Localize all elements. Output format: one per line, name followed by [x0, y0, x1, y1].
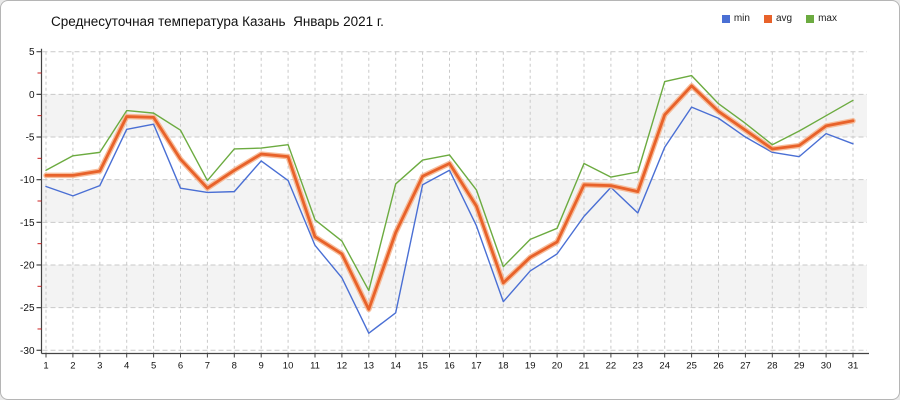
x-tick-label: 2 — [70, 361, 75, 372]
series-line-min — [45, 106, 854, 334]
gridlines — [42, 51, 867, 353]
x-tick-label: 22 — [606, 361, 617, 372]
x-tick-label: 29 — [794, 361, 805, 372]
series-path-max — [45, 74, 854, 292]
series-line-avg — [43, 83, 856, 313]
y-axis: 5 0 -5 -10 -15 -20 -25 -30 — [20, 47, 42, 357]
x-tick-label: 13 — [364, 361, 375, 372]
chart-title: Среднесуточная температура Казань Январь… — [51, 14, 384, 29]
x-tick-label: 8 — [232, 361, 237, 372]
x-tick-label: 24 — [659, 361, 670, 372]
y-tick-label: 0 — [29, 90, 35, 101]
x-tick-label: 3 — [97, 361, 102, 372]
x-tick-label: 16 — [444, 361, 455, 372]
x-tick-label: 20 — [552, 361, 563, 372]
x-tick-label: 1 — [43, 361, 48, 372]
y-tick-label: 5 — [29, 47, 35, 58]
legend-label-avg: avg — [775, 13, 793, 24]
x-tick-label: 19 — [525, 361, 536, 372]
legend-label-min: min — [733, 13, 750, 24]
y-tick-label: -10 — [20, 175, 35, 186]
avg-series-swatch — [763, 14, 772, 23]
legend-item-max: max — [806, 13, 837, 24]
x-tick-label: 7 — [205, 361, 210, 372]
y-tick-label: -25 — [20, 303, 35, 314]
y-tick-label: -15 — [20, 218, 35, 229]
legend-item-avg: avg — [763, 13, 793, 24]
x-tick-label: 14 — [390, 361, 401, 372]
x-tick-label: 9 — [259, 361, 264, 372]
x-tick-label: 4 — [124, 361, 129, 372]
x-tick-label: 10 — [283, 361, 294, 372]
x-tick-label: 12 — [337, 361, 348, 372]
series-path-avg — [44, 84, 855, 311]
x-tick-label: 25 — [686, 361, 697, 372]
x-tick-label: 5 — [151, 361, 156, 372]
x-tick-label: 23 — [633, 361, 644, 372]
x-tick-label: 27 — [740, 361, 751, 372]
y-tick-label: -5 — [26, 133, 35, 144]
x-tick-label: 15 — [417, 361, 428, 372]
x-tick-label: 28 — [767, 361, 778, 372]
series-path-min — [45, 106, 854, 334]
x-tick-label: 11 — [310, 361, 320, 372]
x-tick-label: 6 — [178, 361, 183, 372]
x-tick-label: 31 — [848, 361, 859, 372]
legend: min avg max — [721, 13, 837, 24]
x-tick-label: 18 — [498, 361, 509, 372]
series-line-max — [45, 74, 854, 292]
y-tick-label: -30 — [20, 346, 35, 357]
legend-item-min: min — [721, 13, 750, 24]
x-axis: 1 2 3 4 5 6 7 8 9 10 11 12 13 14 15 16 17 18 19 20 21 22 23 24 2… — [43, 353, 859, 372]
x-tick-label: 30 — [821, 361, 832, 372]
x-tick-label: 21 — [579, 361, 590, 372]
max-series-swatch — [806, 14, 815, 23]
y-tick-label: -20 — [20, 260, 35, 271]
legend-label-max: max — [818, 13, 837, 24]
x-tick-label: 26 — [713, 361, 724, 372]
x-tick-label: 17 — [471, 361, 482, 372]
min-series-swatch — [721, 14, 730, 23]
